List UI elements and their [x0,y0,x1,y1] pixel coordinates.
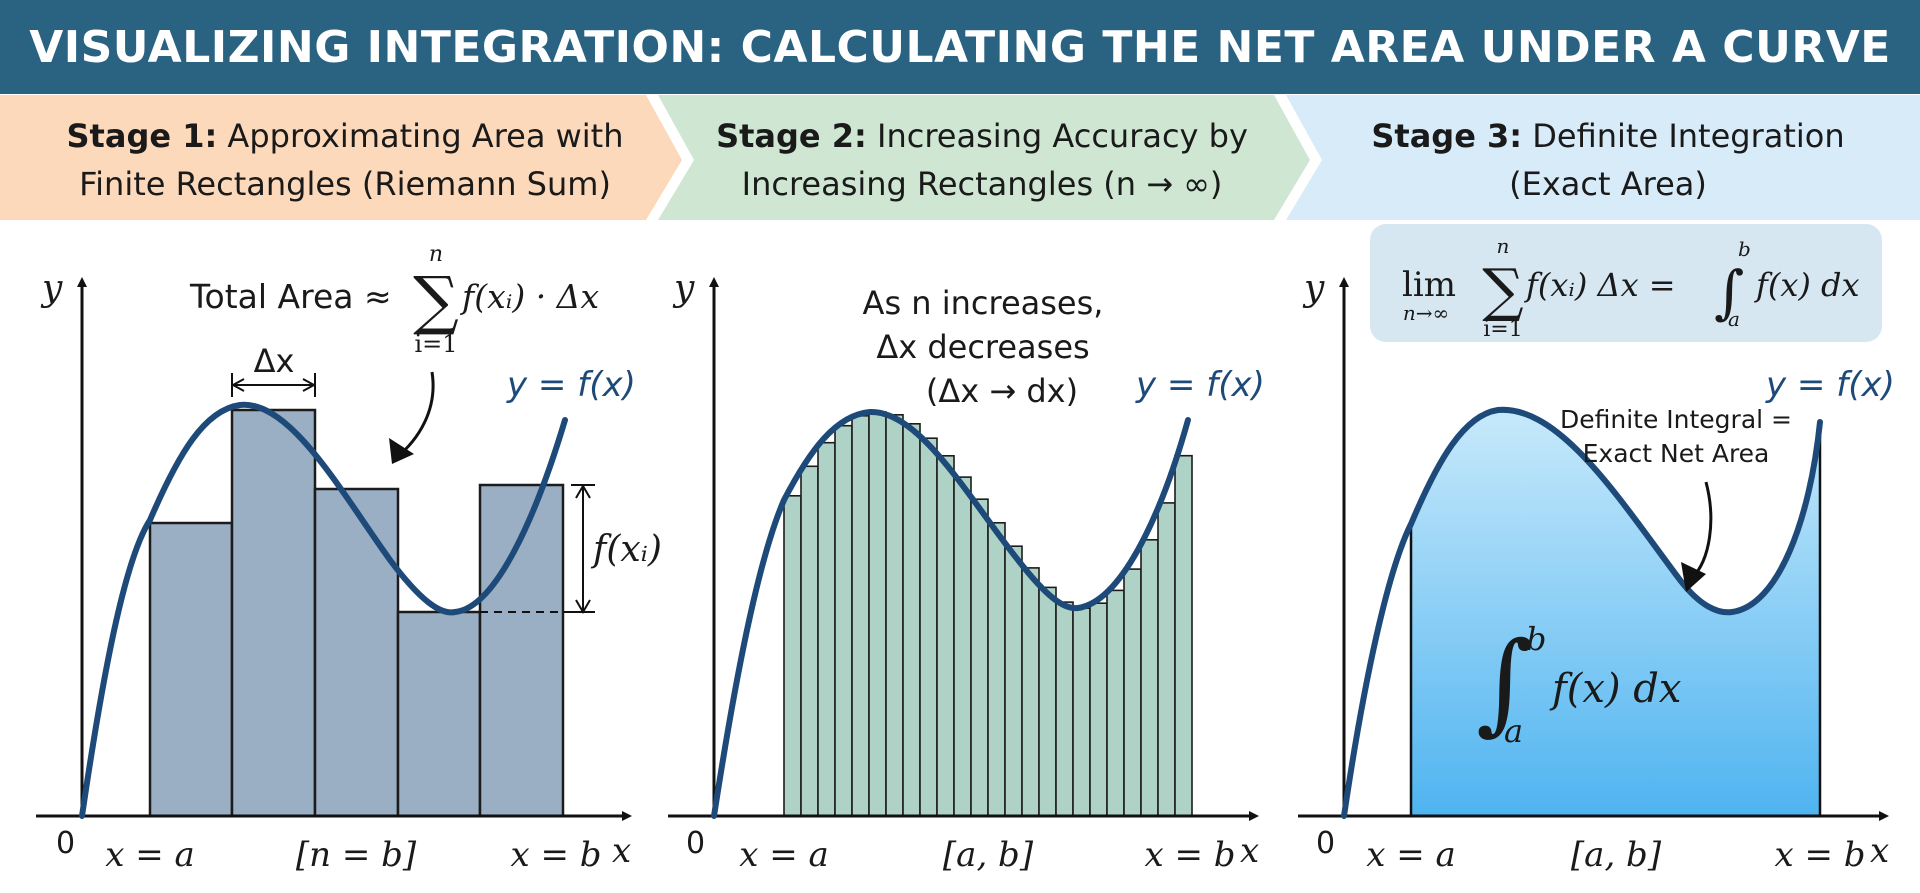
note-line-1: As n increases, [863,284,1104,322]
riemann-rect-4 [396,610,482,818]
x-axis-label: x [1240,831,1259,871]
y-axis-label: y [1302,268,1325,309]
sigma-symbol: ∑ [413,264,459,338]
left-bound-label: x = a [105,835,195,875]
formula-pointer-arrow [395,371,435,460]
sum-lower-limit: i=1 [414,330,457,358]
fine-rect [953,476,972,817]
height-label: f(xᵢ) [590,529,662,570]
origin-label: 0 [1316,826,1335,861]
fine-rect [885,413,904,817]
fine-rect [919,437,938,817]
stage2-band [658,95,1310,220]
lim-text: lim [1402,265,1456,305]
panel-riemann-sum: f(xᵢ) Δx Total Area ≈ ∑ n i=1 f(xᵢ) · Δx… [36,242,662,875]
curve-f-x [711,408,1191,819]
rhs-term: f(x) dx [1754,266,1860,304]
stage3-title-line1: Stage 3: Definite Integration [1371,117,1844,155]
fine-rect [1123,568,1142,817]
curve-f-x [1341,406,1823,819]
stage2-title-line2: Increasing Rectangles (n → ∞) [742,165,1223,203]
fine-rect [800,465,819,817]
interval-label: [a, b] [943,835,1034,875]
fine-rect [1140,538,1159,817]
main-title: VISUALIZING INTEGRATION: CALCULATING THE… [29,21,1891,73]
sum-upper-limit: n [1497,234,1510,258]
sum-upper-limit: n [429,242,443,267]
int-lower-limit: a [1728,307,1740,331]
annotation-line-2: Exact Net Area [1583,439,1770,468]
y-axis-label: y [40,268,63,309]
annotation-line-1: Definite Integral = [1560,405,1792,434]
stage1-title-line2: Finite Rectangles (Riemann Sum) [79,165,611,203]
panel-definite-integral: lim n→∞ ∑ n i=1 f(xᵢ) Δx = ∫ b a f(x) dx… [1298,224,1895,875]
fine-rect [783,494,802,817]
curve-label: y = f(x) [1135,365,1265,405]
fine-rect [1089,602,1108,817]
fine-rect [1174,454,1193,817]
total-area-text: Total Area ≈ [189,277,392,316]
lhs-term: f(xᵢ) Δx = [1524,266,1676,304]
title-bar: VISUALIZING INTEGRATION: CALCULATING THE… [0,0,1920,94]
riemann-rect-3 [313,487,400,818]
fine-rect [936,454,955,817]
exact-area-fill [1411,409,1820,816]
stage2-title-line1: Stage 2: Increasing Accuracy by [716,117,1248,155]
integral-upper-label: b [1526,620,1546,658]
right-bound-label: x = b [510,835,601,875]
stage3-title-line2: (Exact Area) [1509,165,1707,203]
fine-rect [817,441,836,817]
fine-rect [1004,545,1023,817]
sigma-symbol: ∑ [1482,256,1523,324]
stage1-title-line1: Stage 1: Approximating Area with [67,117,624,155]
x-axis-label: x [1870,831,1889,871]
riemann-rect-2 [230,408,317,818]
fine-rect [834,424,853,817]
fine-rect [1157,502,1176,817]
right-bound-label: x = b [1144,835,1235,875]
interval-label: [n = b] [296,835,417,875]
limit-formula-box [1370,224,1882,342]
int-upper-limit: b [1738,237,1751,261]
right-bound-label: x = b [1774,835,1865,875]
integral-term: f(x) dx [1549,666,1681,712]
interval-label: [a, b] [1571,835,1662,875]
fine-rect [868,411,887,817]
fine-rect [1106,589,1125,817]
sum-term: f(xᵢ) · Δx [459,277,600,316]
annotation-arrow [1690,481,1713,580]
note-line-3: (Δx → dx) [926,372,1078,410]
fine-rect [851,414,870,817]
integral-symbol-large: ∫ [1476,618,1533,746]
fine-rect [1055,601,1074,817]
fine-rect [987,521,1006,817]
panel-increasing-rectangles: As n increases, Δx decreases (Δx → dx) y… [668,268,1265,875]
origin-label: 0 [686,826,705,861]
stage1-band [0,95,682,220]
left-bound-label: x = a [1366,835,1456,875]
origin-label: 0 [56,826,75,861]
stage3-band [1286,95,1920,220]
left-bound-label: x = a [739,835,829,875]
curve-f-x [79,401,568,819]
curve-label: y = f(x) [1765,365,1895,405]
note-line-2: Δx decreases [876,328,1089,366]
integral-lower-label: a [1504,712,1523,750]
fine-rectangles [783,411,1193,817]
curve-label: y = f(x) [506,365,636,405]
integral-symbol-small: ∫ [1714,258,1744,326]
fine-rect [902,422,921,817]
delta-x-label: Δx [254,342,295,380]
x-axis-label: x [612,831,631,871]
fine-rect [1021,567,1040,817]
riemann-rect-1 [148,521,234,818]
fine-rect [970,498,989,817]
fine-rect [1038,586,1057,817]
lim-subscript: n→∞ [1403,301,1449,325]
y-axis-label: y [672,268,695,309]
sum-lower-limit: i=1 [1483,317,1522,342]
fine-rect [1072,607,1091,817]
